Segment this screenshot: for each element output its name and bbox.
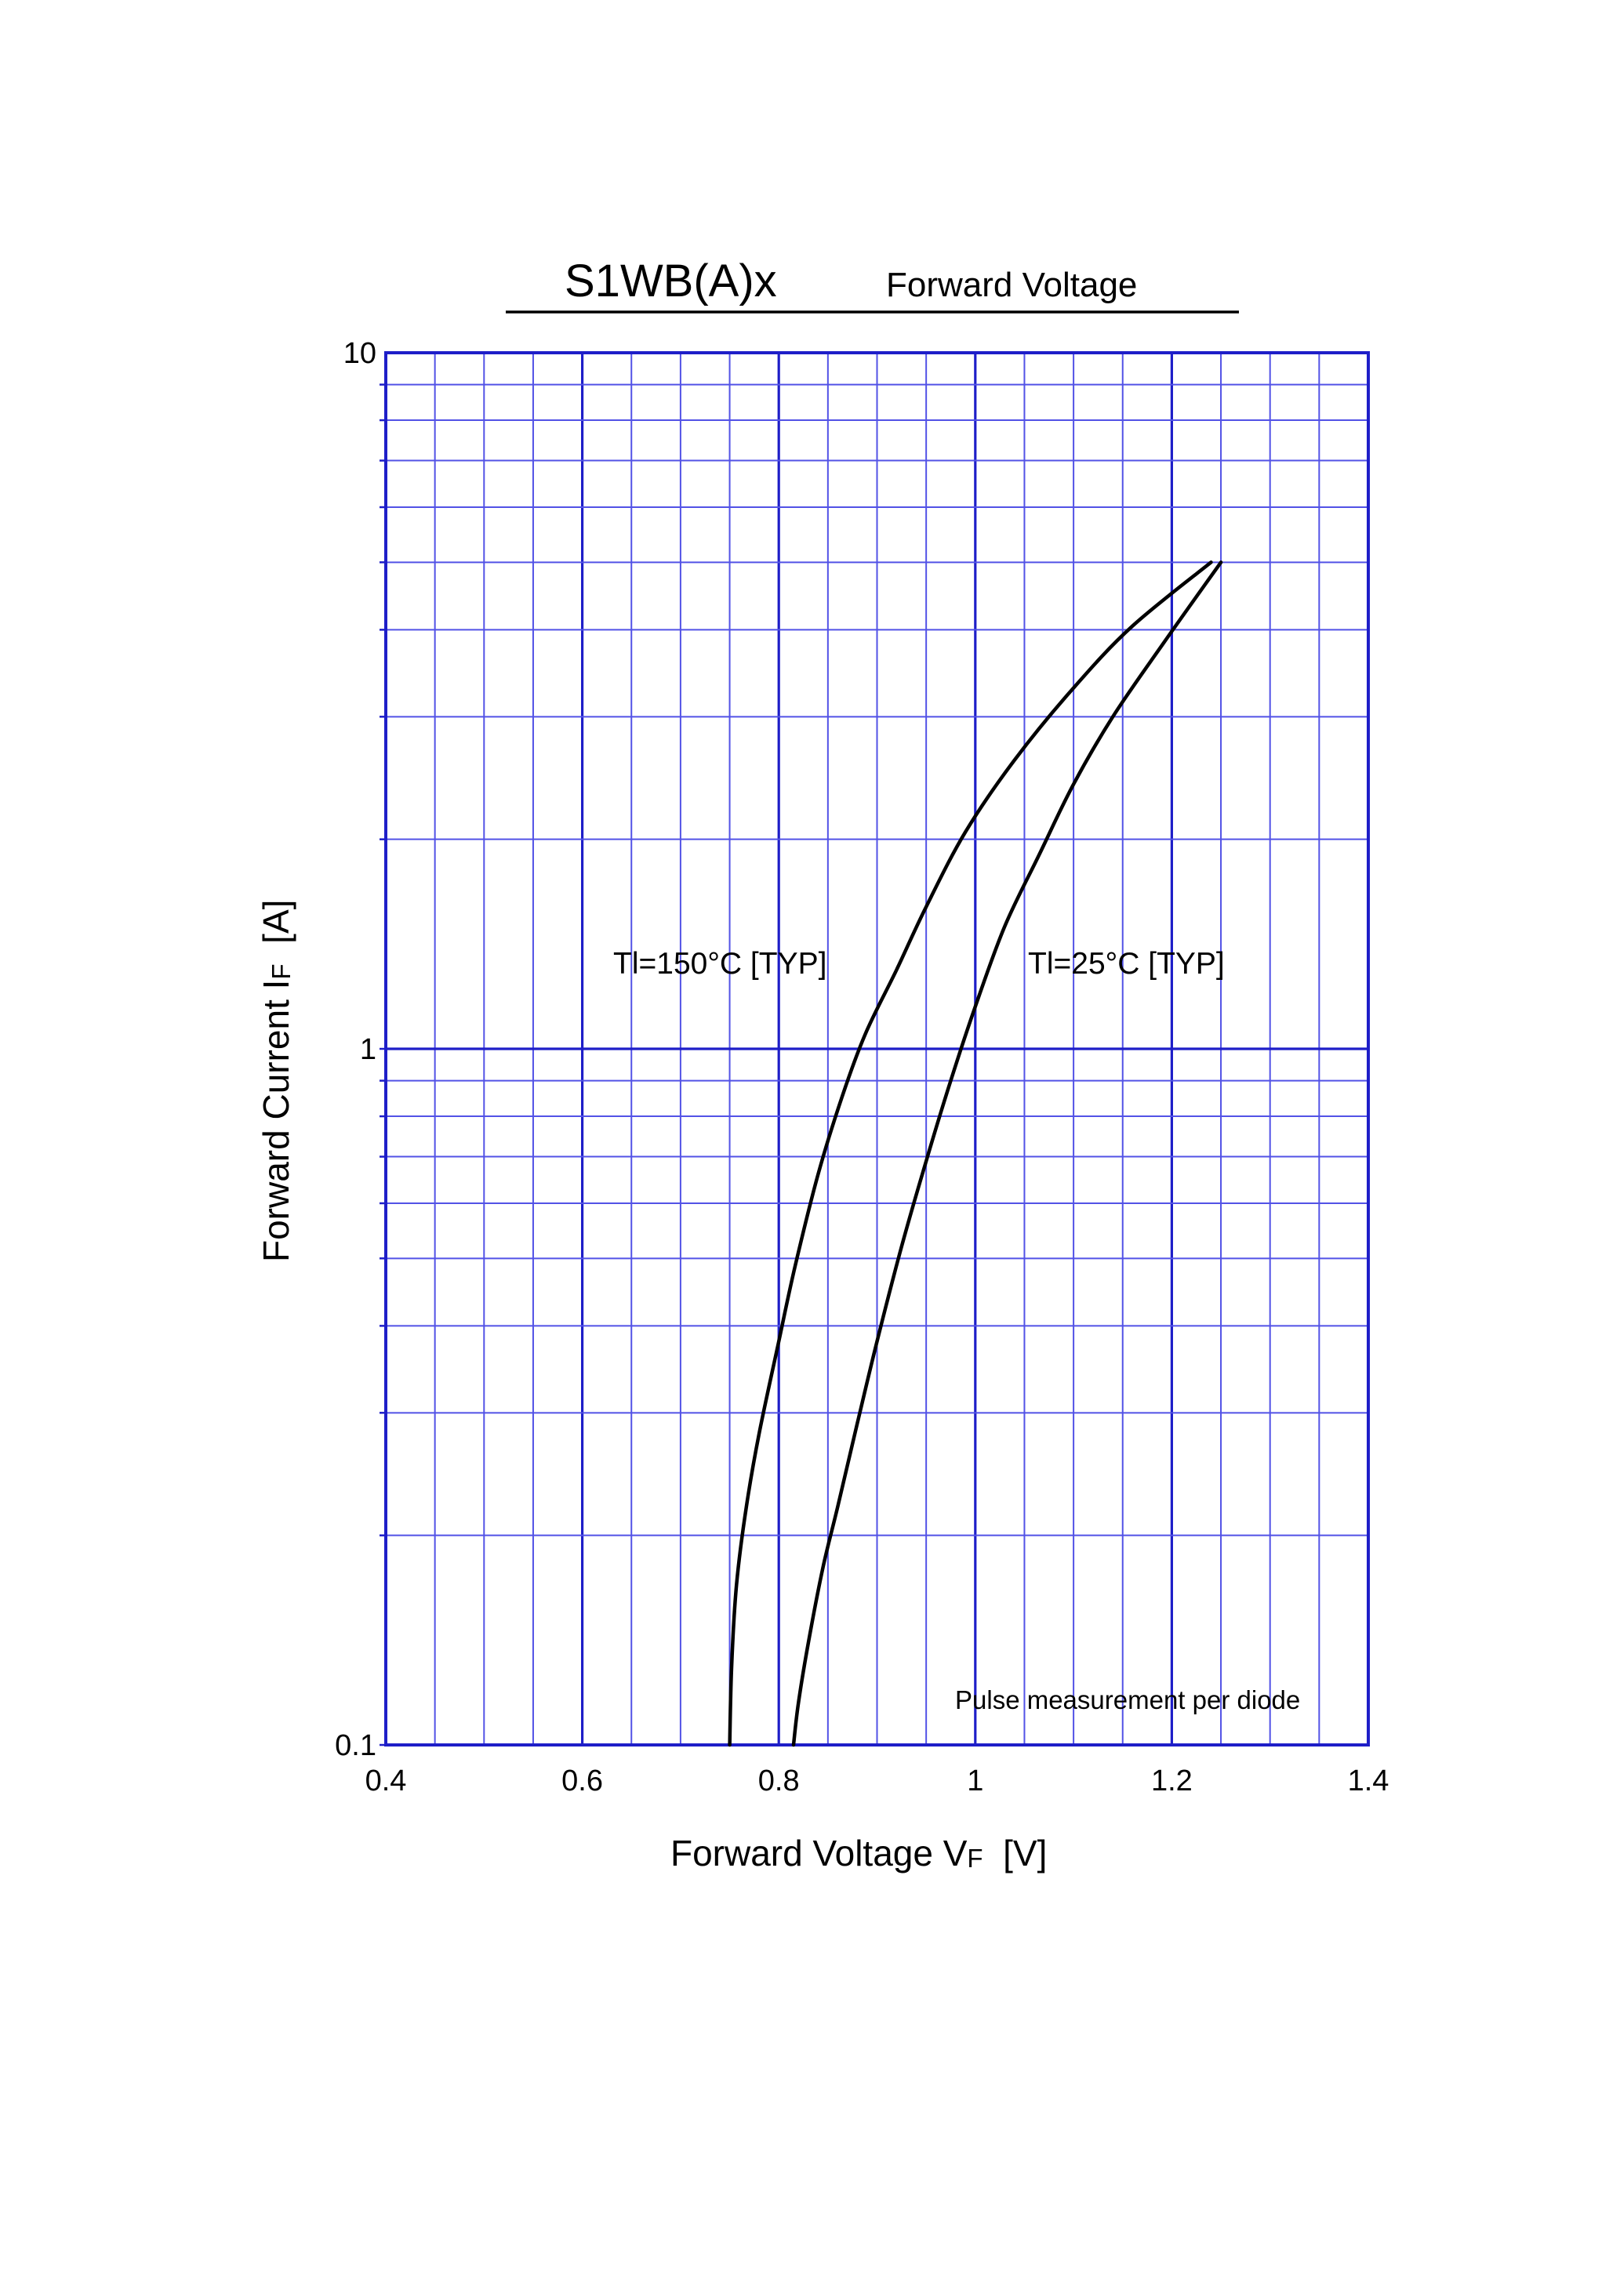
x-tick-label: 1.4 [1348,1765,1389,1797]
x-tick-label: 1.2 [1151,1765,1193,1797]
plot-grid [380,351,1370,1746]
x-axis-label: Forward Voltage VF [V] [670,1833,1047,1873]
x-tick-labels: 0.4 0.6 0.8 1 1.2 1.4 [365,1765,1389,1797]
x-tick-label: 0.6 [561,1765,603,1797]
annotation-pulse-note: Pulse measurement per diode [955,1685,1300,1714]
x-tick-label: 0.4 [365,1765,407,1797]
chart-title-main: S1WB(A)x [565,256,777,306]
y-tick-label: 10 [343,337,376,370]
y-tick-label: 1 [360,1033,376,1066]
x-tick-label: 1 [967,1765,983,1797]
curve-tl25 [791,560,1223,1747]
curve-tl150 [728,560,1213,1747]
x-axis-label-main: Forward Voltage V [670,1833,968,1873]
x-tick-label: 0.8 [758,1765,800,1797]
annotation-tl150: Tl=150°C [TYP] [613,947,826,981]
y-axis-label: Forward Current IF [A] [256,900,296,1262]
chart-title-sub: Forward Voltage [886,266,1137,304]
x-axis-label-unit: [V] [983,1833,1048,1873]
y-axis-label-main: Forward Current I [256,980,296,1262]
y-tick-labels: 0.1 1 10 [335,337,376,1762]
y-axis-label-unit: [A] [256,900,296,964]
y-tick-label: 0.1 [335,1729,376,1762]
annotation-tl25: Tl=25°C [TYP] [1028,947,1225,981]
plot-frame [384,351,1370,1746]
x-axis-label-sub: F [967,1844,983,1873]
y-axis-label-sub: F [267,963,296,979]
plot-curves [728,560,1223,1747]
